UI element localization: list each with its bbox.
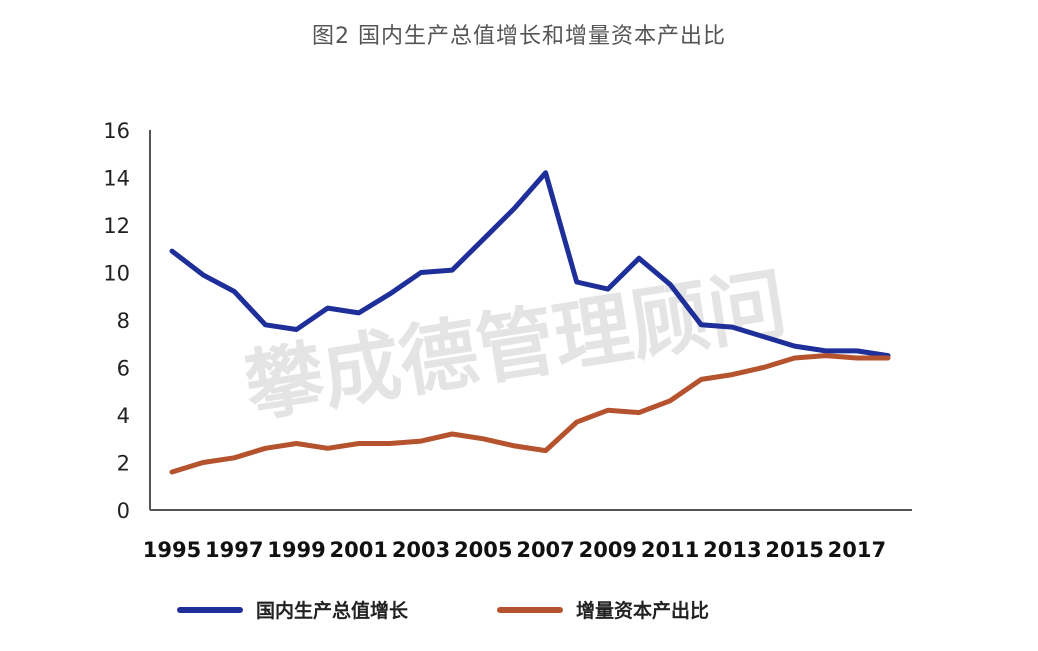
y-tick-label: 14 [103, 167, 130, 191]
x-tick-label: 1997 [205, 538, 263, 562]
x-tick-label: 2003 [392, 538, 450, 562]
x-tick-label: 2005 [454, 538, 512, 562]
watermark: 攀成德管理顾问 [239, 259, 792, 433]
y-tick-label: 12 [103, 214, 130, 238]
x-tick-labels: 1995 1997 1999 2001 2003 2005 2007 2009 2011 2013… [143, 538, 886, 562]
line-chart: 攀成德管理顾问 0246810121416 1995 1997 1999 2001 20… [0, 0, 1038, 651]
y-tick-label: 16 [103, 119, 130, 143]
x-tick-label: 2013 [703, 538, 761, 562]
y-tick-label: 2 [117, 452, 130, 476]
x-tick-label: 2011 [641, 538, 699, 562]
x-tick-label: 2009 [579, 538, 637, 562]
x-tick-label: 1999 [267, 538, 325, 562]
y-tick-label: 4 [117, 404, 130, 428]
legend-label-1: 国内生产总值增长 [256, 599, 409, 622]
legend-label-2: 增量资本产出比 [576, 599, 709, 622]
legend: 国内生产总值增长 增量资本产出比 [180, 599, 709, 622]
y-tick-label: 10 [103, 262, 130, 286]
y-tick-label: 6 [117, 357, 130, 381]
x-tick-label: 2015 [765, 538, 823, 562]
x-tick-label: 2017 [828, 538, 886, 562]
y-tick-label: 8 [117, 309, 130, 333]
y-tick-label: 0 [117, 499, 130, 523]
x-tick-label: 1995 [143, 538, 201, 562]
x-tick-label: 2001 [330, 538, 388, 562]
x-tick-label: 2007 [516, 538, 574, 562]
y-tick-labels: 0 2 4 6 8 10 12 14 16 [103, 119, 130, 523]
